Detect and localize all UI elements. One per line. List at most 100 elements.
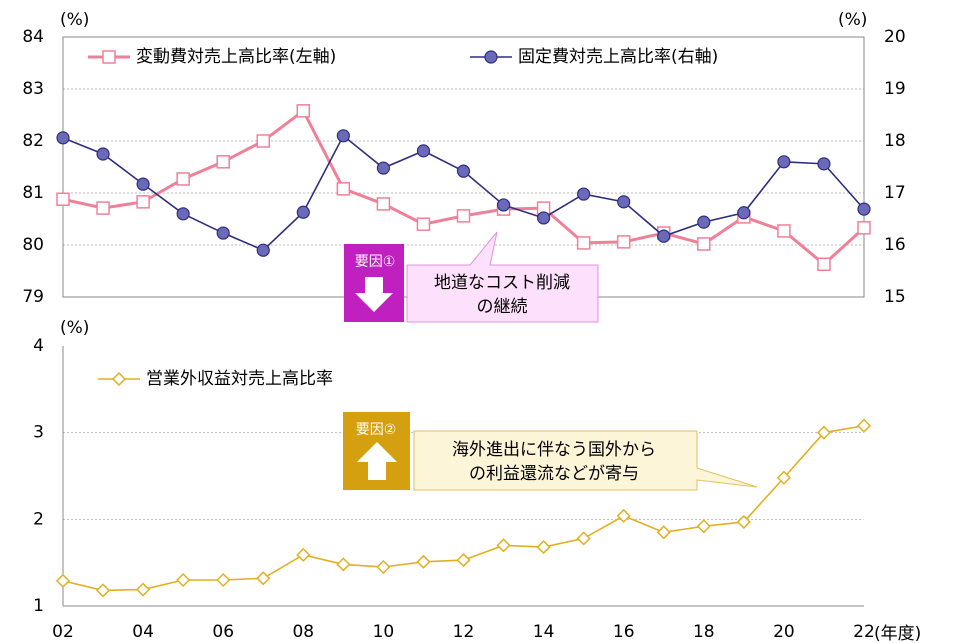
point [136, 195, 150, 209]
point [136, 177, 150, 191]
point [416, 144, 431, 158]
y-tick-label: 3 [33, 423, 44, 443]
point [856, 418, 872, 433]
point [737, 206, 751, 220]
point [657, 229, 671, 243]
point [777, 155, 791, 169]
point [696, 519, 711, 534]
point [256, 243, 270, 257]
badge-label: 要因① [355, 254, 396, 270]
point [817, 157, 831, 171]
point [216, 572, 231, 588]
x-tick-label: 04 [132, 622, 154, 642]
y-tick-label: 79 [22, 287, 44, 307]
y-tick-label: 1 [33, 596, 44, 616]
point [376, 161, 390, 175]
y-unit: (%) [60, 318, 89, 338]
point [96, 201, 110, 215]
legend-marker [111, 371, 127, 387]
point [376, 197, 391, 211]
point [616, 508, 631, 523]
y2-tick-label: 15 [884, 287, 906, 307]
point [736, 514, 751, 529]
point [416, 217, 431, 231]
point [616, 235, 631, 249]
badge-label: 要因② [356, 422, 397, 438]
callout [413, 430, 758, 491]
annotation: の利益還流などが寄与 [469, 464, 639, 484]
point [96, 147, 110, 161]
point [176, 172, 190, 186]
point [857, 221, 871, 235]
point [336, 129, 350, 143]
point [336, 557, 351, 572]
series-line [62, 108, 866, 267]
point [777, 224, 791, 238]
legend-label: 固定費対売上高比率(右軸) [518, 47, 718, 67]
point [456, 209, 471, 223]
y-tick-label: 80 [22, 235, 44, 255]
point [496, 538, 511, 553]
y-tick-label: 83 [22, 79, 44, 99]
y2-unit: (%) [838, 10, 867, 30]
x-tick-label: 20 [773, 622, 795, 642]
point [576, 236, 591, 250]
point [577, 187, 591, 201]
point [536, 540, 551, 555]
point [376, 559, 391, 575]
y2-tick-label: 17 [884, 183, 906, 203]
point [776, 470, 791, 485]
point [496, 198, 511, 212]
y-tick-label: 84 [22, 27, 44, 47]
annotation: の継続 [477, 297, 528, 317]
point [336, 182, 351, 196]
point [857, 202, 871, 216]
point [536, 211, 551, 225]
point [697, 237, 711, 251]
point [296, 205, 310, 219]
point [817, 257, 831, 271]
arrow-down [355, 277, 393, 312]
point [56, 192, 70, 206]
point [216, 226, 230, 240]
y2-tick-label: 19 [884, 79, 906, 99]
y2-tick-label: 16 [884, 235, 906, 255]
y-tick-label: 81 [22, 183, 44, 203]
point [256, 571, 271, 586]
point [296, 104, 311, 118]
point [416, 554, 431, 569]
point [136, 582, 151, 597]
y2-tick-label: 20 [884, 27, 906, 47]
point [697, 215, 711, 229]
point [656, 525, 671, 540]
point [576, 531, 591, 546]
point [56, 131, 70, 145]
x-tick-label: 14 [533, 622, 555, 642]
point [176, 572, 191, 588]
x-tick-label: 02 [52, 622, 74, 642]
x-tick-label: 08 [292, 622, 314, 642]
y-tick-label: 2 [33, 509, 44, 529]
y-unit: (%) [60, 10, 89, 30]
x-tick-label: 22 [853, 622, 875, 642]
annotation: 海外進出に伴なう国外から [452, 440, 656, 460]
point [55, 573, 71, 588]
x-tick-label: 06 [212, 622, 234, 642]
y-tick-label: 82 [22, 131, 44, 151]
point [456, 553, 471, 568]
legend-marker [102, 50, 116, 64]
point [216, 155, 230, 169]
x-tick-label: 12 [453, 622, 475, 642]
point [176, 207, 190, 221]
y-tick-label: 4 [33, 336, 44, 356]
legend-label: 変動費対売上高比率(左軸) [136, 47, 336, 67]
x-tick-label: 10 [373, 622, 395, 642]
point [617, 195, 631, 209]
point [816, 425, 832, 440]
point [256, 134, 270, 148]
x-tick-label: 16 [613, 622, 635, 642]
x-unit: (年度) [874, 624, 921, 643]
arrow-up [357, 442, 397, 480]
annotation: 地道なコスト削減 [434, 273, 570, 293]
